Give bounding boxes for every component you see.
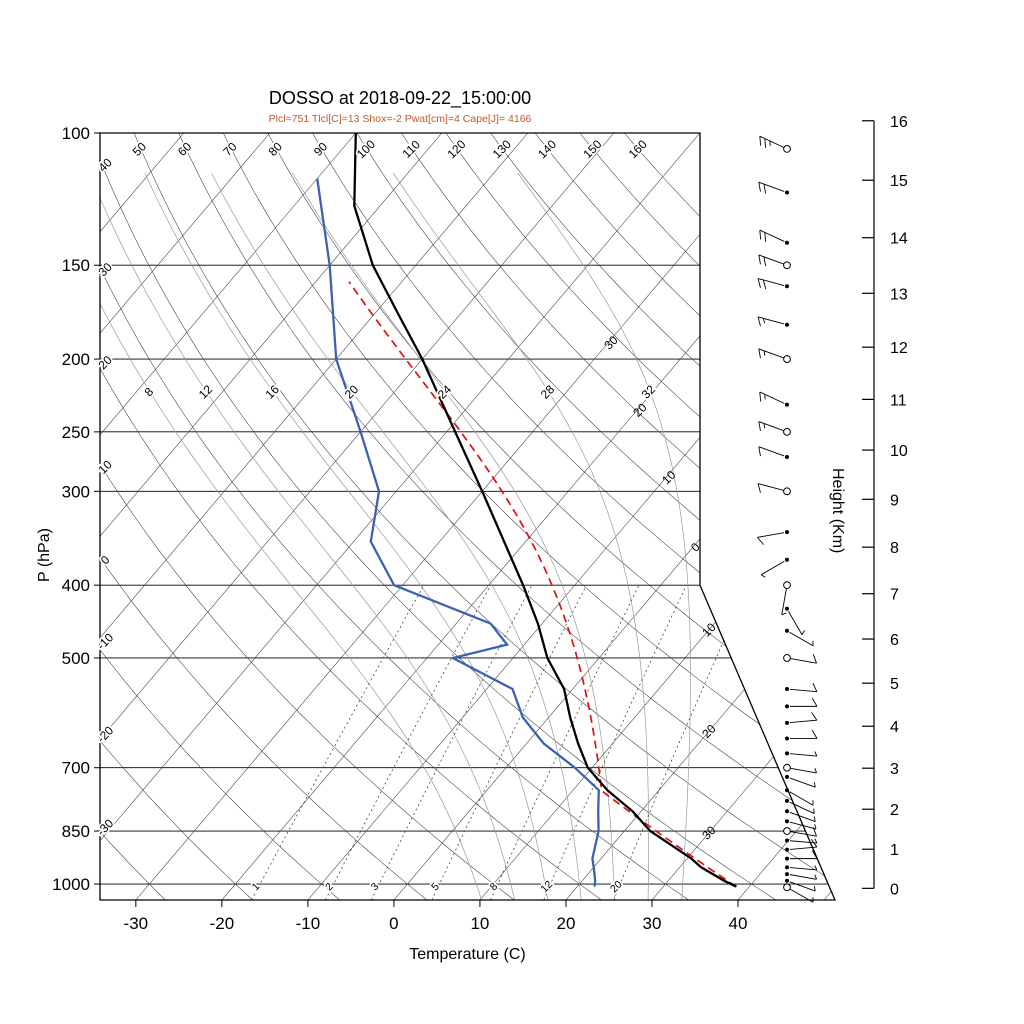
svg-text:700: 700 [62,759,90,778]
svg-text:16: 16 [890,114,908,131]
svg-text:70: 70 [220,139,240,159]
svg-text:20: 20 [556,914,575,933]
svg-text:200: 200 [62,350,90,369]
svg-text:13: 13 [890,286,908,303]
svg-text:80: 80 [266,139,286,159]
svg-text:30: 30 [95,260,115,280]
svg-text:300: 300 [62,482,90,501]
svg-text:0: 0 [688,540,703,555]
svg-text:5: 5 [890,676,899,693]
svg-text:-10: -10 [94,630,116,652]
isotherm-lines [100,133,835,900]
mixing-ratio-lines [251,585,750,900]
svg-text:2: 2 [323,880,336,893]
svg-text:10: 10 [95,457,115,477]
svg-text:120: 120 [444,137,468,161]
svg-text:150: 150 [62,256,90,275]
svg-text:30: 30 [601,333,621,353]
svg-text:32: 32 [639,382,659,402]
svg-text:40: 40 [95,155,115,175]
svg-text:10: 10 [890,443,908,460]
svg-text:250: 250 [62,423,90,442]
svg-text:-30: -30 [94,816,116,838]
svg-text:150: 150 [580,137,604,161]
chart-title: DOSSO at 2018-09-22_15:00:00 [268,88,532,108]
svg-text:5: 5 [429,880,442,893]
dry-adiabat-lines [100,133,835,900]
svg-text:50: 50 [130,139,150,159]
svg-text:1: 1 [890,842,899,859]
svg-text:1: 1 [250,880,263,893]
temperature-curve [353,133,737,888]
svg-text:24: 24 [435,382,455,402]
svg-text:3: 3 [369,880,382,893]
svg-text:-30: -30 [124,914,149,933]
svg-text:30: 30 [643,914,662,933]
background-grid [100,133,835,900]
svg-text:20: 20 [630,400,650,420]
svg-text:2: 2 [890,802,899,819]
svg-text:14: 14 [890,231,908,248]
svg-text:60: 60 [175,139,195,159]
svg-text:8: 8 [890,540,899,557]
svg-text:-20: -20 [94,723,116,745]
svg-text:12: 12 [538,878,555,895]
svg-text:12: 12 [890,340,908,357]
svg-text:850: 850 [62,822,90,841]
svg-text:4: 4 [890,719,899,736]
svg-text:7: 7 [890,587,899,604]
svg-text:400: 400 [62,576,90,595]
svg-text:10: 10 [470,914,489,933]
svg-text:6: 6 [890,632,899,649]
svg-text:30: 30 [699,823,719,843]
chart-subtitle: Plcl=751 Tlcl[C]=13 Shox=-2 Pwat[cm]=4 C… [268,113,532,125]
svg-text:90: 90 [311,139,331,159]
svg-text:0: 0 [890,881,899,898]
svg-text:160: 160 [626,137,650,161]
svg-text:-10: -10 [296,914,321,933]
temperature-axis-label: Temperature (C) [409,946,526,963]
svg-text:11: 11 [890,392,907,409]
svg-text:0: 0 [389,914,398,933]
svg-text:8: 8 [142,384,157,399]
wind-barbs [757,135,818,903]
svg-text:500: 500 [62,649,90,668]
parcel-curve [348,281,737,888]
svg-text:8: 8 [488,880,501,893]
svg-text:28: 28 [538,382,558,402]
svg-text:100: 100 [62,124,90,143]
svg-text:40: 40 [729,914,748,933]
plot-frame [99,132,836,901]
svg-text:140: 140 [535,137,559,161]
dewpoint-curve [316,178,600,887]
svg-text:130: 130 [490,137,514,161]
svg-text:15: 15 [890,173,908,190]
svg-text:20: 20 [608,878,625,895]
svg-text:-20: -20 [210,914,235,933]
svg-text:16: 16 [263,382,283,402]
svg-text:110: 110 [399,137,423,161]
svg-text:20: 20 [95,353,115,373]
sounding-curves [316,133,737,888]
moist-adiabat-lines [100,172,691,900]
svg-text:12: 12 [196,382,216,402]
svg-text:1000: 1000 [52,875,90,894]
svg-text:20: 20 [699,721,719,741]
svg-text:100: 100 [354,137,378,161]
svg-text:9: 9 [890,492,899,509]
svg-text:3: 3 [890,761,899,778]
